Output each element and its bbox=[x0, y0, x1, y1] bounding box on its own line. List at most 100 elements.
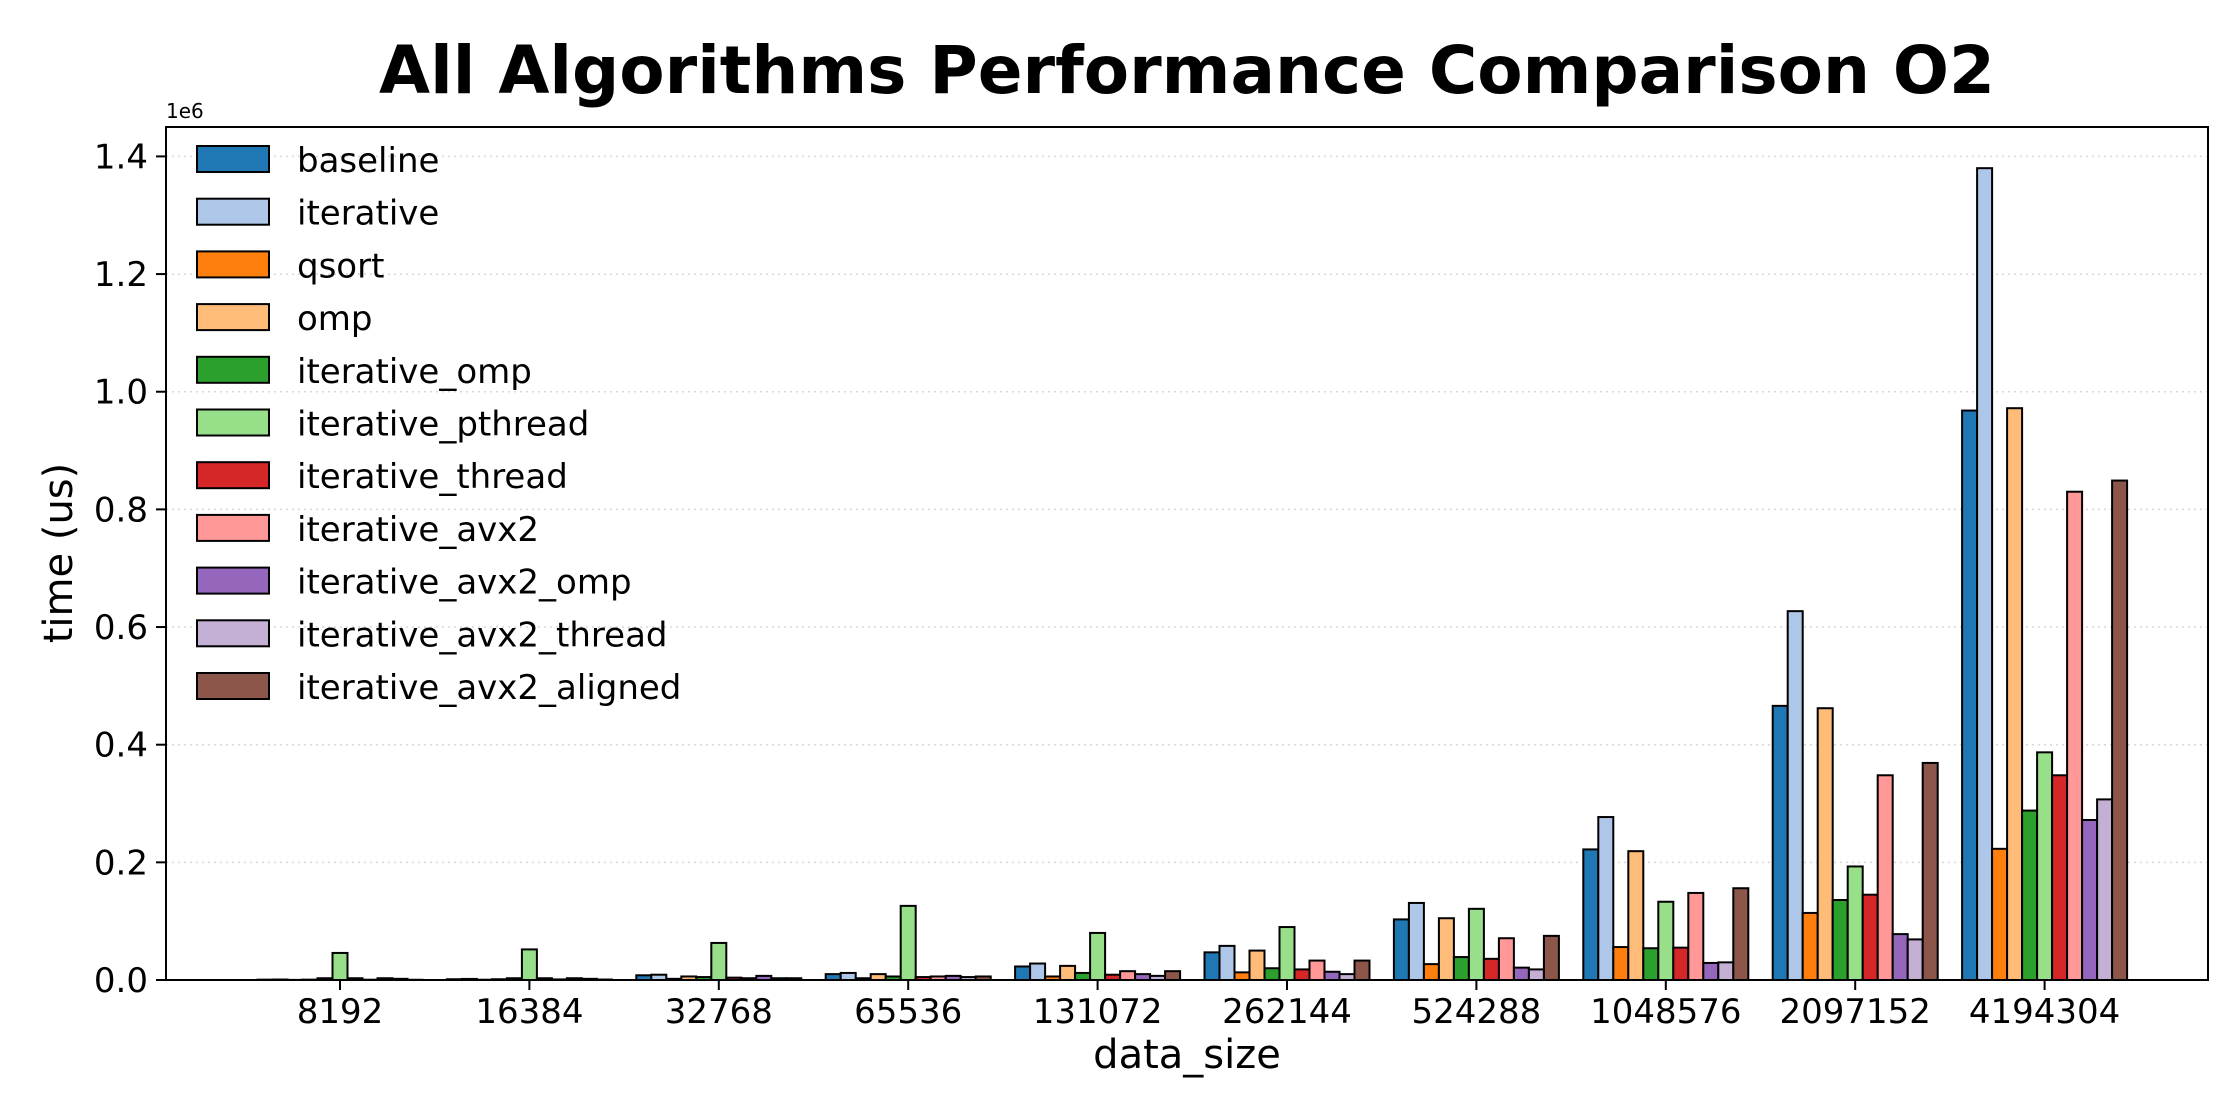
bar-iterative_thread-262144 bbox=[1293, 968, 1311, 981]
legend-swatch-iterative_avx2_aligned bbox=[196, 672, 270, 700]
legend-swatch-qsort bbox=[196, 250, 270, 279]
bar-baseline-524288 bbox=[1392, 918, 1410, 982]
bar-iterative_thread-524288 bbox=[1482, 957, 1500, 982]
x-tick-label: 524288 bbox=[1412, 992, 1542, 1032]
bar-iterative_avx2-2097152 bbox=[1876, 774, 1894, 982]
bar-iterative_avx2_aligned-524288 bbox=[1542, 934, 1560, 982]
bar-iterative_pthread-32768 bbox=[710, 941, 728, 981]
bar-iterative_thread-4194304 bbox=[2051, 774, 2069, 982]
y-tick-label: 0.2 bbox=[94, 843, 148, 883]
bar-iterative_pthread-16384 bbox=[520, 948, 538, 982]
legend-swatch-iterative bbox=[196, 197, 270, 226]
x-tick-label: 32768 bbox=[665, 992, 773, 1032]
bar-omp-131072 bbox=[1059, 964, 1077, 982]
y-tick-label: 0.0 bbox=[94, 961, 148, 1001]
y-tick-label: 1.0 bbox=[94, 373, 148, 413]
chart-title: All Algorithms Performance Comparison O2 bbox=[379, 32, 1995, 109]
y-axis: 0.0 0.2 0.4 0.6 0.8 1.0 1.2 1.4 bbox=[94, 137, 166, 1001]
bar-baseline-262144 bbox=[1203, 951, 1221, 981]
legend-label-iterative_avx2_omp: iterative_avx2_omp bbox=[297, 563, 632, 603]
legend-label-qsort: qsort bbox=[297, 246, 384, 286]
x-tick-label: 2097152 bbox=[1779, 992, 1930, 1032]
bar-omp-1048576 bbox=[1627, 850, 1645, 982]
y-tick-label: 1.4 bbox=[94, 137, 148, 177]
bar-iterative-1048576 bbox=[1597, 816, 1615, 982]
bar-iterative_pthread-2097152 bbox=[1846, 865, 1864, 982]
legend-swatch-iterative_avx2 bbox=[196, 513, 270, 542]
y-axis-label: time (us) bbox=[36, 463, 82, 644]
bar-iterative_pthread-524288 bbox=[1467, 907, 1485, 981]
bar-omp-262144 bbox=[1248, 949, 1266, 981]
legend-label-omp: omp bbox=[297, 299, 373, 339]
y-tick-label: 0.4 bbox=[94, 726, 148, 766]
bar-iterative_omp-2097152 bbox=[1831, 898, 1849, 982]
bar-iterative_omp-262144 bbox=[1263, 967, 1281, 982]
bar-iterative_pthread-4194304 bbox=[2036, 751, 2054, 981]
legend-swatch-baseline bbox=[196, 145, 270, 173]
legend-label-iterative_omp: iterative_omp bbox=[297, 352, 532, 392]
bar-iterative_avx2_aligned-1048576 bbox=[1732, 887, 1750, 981]
x-tick-label: 8192 bbox=[297, 992, 384, 1032]
bar-omp-4194304 bbox=[2006, 407, 2024, 981]
bar-iterative_avx2_omp-1048576 bbox=[1702, 961, 1720, 982]
bar-iterative_avx2_aligned-2097152 bbox=[1921, 761, 1939, 981]
bar-iterative_pthread-131072 bbox=[1089, 931, 1107, 981]
bar-qsort-262144 bbox=[1233, 971, 1251, 982]
bar-iterative_thread-1048576 bbox=[1672, 946, 1690, 982]
y-tick-label: 0.8 bbox=[94, 490, 148, 530]
legend-label-baseline: baseline bbox=[297, 141, 439, 181]
bar-iterative_avx2_omp-262144 bbox=[1323, 970, 1341, 982]
bar-baseline-1048576 bbox=[1582, 848, 1600, 982]
bar-iterative-131072 bbox=[1029, 962, 1047, 981]
legend-swatch-omp bbox=[196, 303, 270, 332]
bar-iterative_pthread-262144 bbox=[1278, 926, 1296, 982]
bar-omp-2097152 bbox=[1816, 707, 1834, 981]
plot-frame bbox=[165, 126, 2209, 981]
legend-label-iterative_avx2_aligned: iterative_avx2_aligned bbox=[297, 668, 681, 708]
y-offset-label: 1e6 bbox=[166, 99, 204, 123]
bar-iterative_pthread-1048576 bbox=[1657, 900, 1675, 982]
x-axis-label: data_size bbox=[1093, 1032, 1281, 1078]
legend-label-iterative_avx2: iterative_avx2 bbox=[297, 510, 539, 550]
legend-swatch-iterative_pthread bbox=[196, 408, 270, 437]
bar-qsort-4194304 bbox=[1991, 847, 2009, 981]
bar-iterative-65536 bbox=[839, 971, 857, 981]
bar-baseline-131072 bbox=[1014, 965, 1032, 982]
bar-iterative-262144 bbox=[1218, 944, 1236, 982]
legend-label-iterative_avx2_thread: iterative_avx2_thread bbox=[297, 615, 667, 655]
bar-iterative_avx2_omp-4194304 bbox=[2081, 818, 2099, 981]
bar-iterative_omp-131072 bbox=[1074, 971, 1092, 981]
legend-label-iterative_pthread: iterative_pthread bbox=[297, 405, 589, 445]
bar-iterative_avx2_thread-524288 bbox=[1527, 968, 1545, 981]
legend-swatch-iterative_omp bbox=[196, 355, 270, 384]
x-tick-label: 131072 bbox=[1033, 992, 1163, 1032]
bar-iterative_omp-524288 bbox=[1452, 956, 1470, 982]
legend: baseline iterative qsort omp iterative_ompit… bbox=[196, 141, 681, 708]
bar-qsort-2097152 bbox=[1801, 911, 1819, 981]
bar-qsort-1048576 bbox=[1612, 946, 1630, 982]
y-tick-label: 0.6 bbox=[94, 608, 148, 648]
x-tick-label: 16384 bbox=[475, 992, 583, 1032]
bar-iterative_pthread-65536 bbox=[899, 904, 917, 982]
bar-baseline-2097152 bbox=[1771, 704, 1789, 982]
bar-iterative-4194304 bbox=[1976, 167, 1994, 981]
legend-swatch-iterative_avx2_omp bbox=[196, 566, 270, 595]
bar-iterative_avx2_thread-4194304 bbox=[2096, 798, 2114, 981]
bar-iterative_avx2_omp-524288 bbox=[1512, 966, 1530, 981]
x-tick-label: 262144 bbox=[1222, 992, 1352, 1032]
bar-iterative_omp-1048576 bbox=[1642, 947, 1660, 981]
bar-iterative_thread-2097152 bbox=[1861, 893, 1879, 982]
bar-iterative_avx2-524288 bbox=[1497, 937, 1515, 982]
x-tick-label: 4194304 bbox=[1969, 992, 2120, 1032]
bar-iterative_avx2_thread-2097152 bbox=[1906, 938, 1924, 981]
bar-baseline-4194304 bbox=[1961, 409, 1979, 982]
legend-swatch-iterative_thread bbox=[196, 461, 270, 490]
bar-iterative_avx2_aligned-131072 bbox=[1164, 970, 1182, 981]
bar-iterative_omp-4194304 bbox=[2021, 809, 2039, 981]
legend-label-iterative_thread: iterative_thread bbox=[297, 457, 568, 497]
bar-iterative-524288 bbox=[1407, 901, 1425, 981]
bar-iterative_avx2_aligned-4194304 bbox=[2111, 479, 2129, 981]
y-tick-label: 1.2 bbox=[94, 255, 148, 295]
bar-iterative_avx2-131072 bbox=[1119, 970, 1137, 981]
